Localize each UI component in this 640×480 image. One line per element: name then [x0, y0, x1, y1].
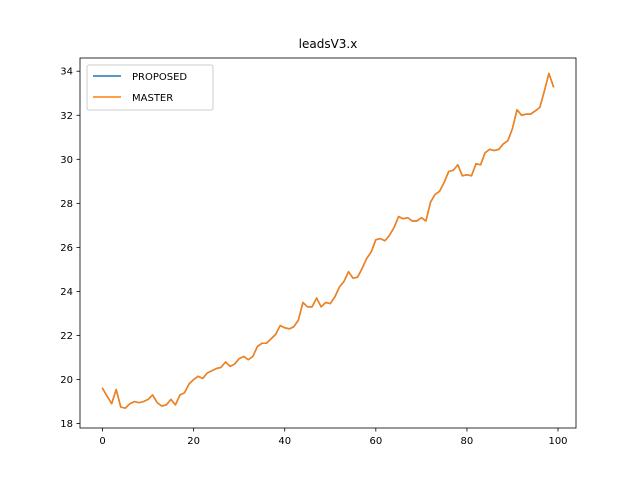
series-line-master: [101, 72, 555, 409]
legend-label-master: MASTER: [132, 93, 173, 104]
y-tick-label: 18: [60, 419, 73, 430]
x-tick-label: 20: [187, 436, 200, 447]
plot-lines: [101, 72, 555, 409]
y-tick-label: 28: [60, 199, 73, 210]
legend: PROPOSED MASTER: [86, 64, 214, 111]
y-tick-label: 20: [60, 375, 73, 386]
y-axis: 18 20 22 24 26 28 30 32 34: [60, 67, 80, 430]
plot-frame: [79, 57, 577, 429]
y-tick-label: 22: [60, 331, 73, 342]
chart-title: leadsV3.x: [299, 37, 358, 51]
x-axis: 0 20 40 60 80 100: [99, 428, 568, 447]
legend-label-proposed: PROPOSED: [132, 72, 187, 83]
y-tick-label: 30: [60, 155, 73, 166]
x-tick-label: 0: [99, 436, 105, 447]
x-tick-label: 80: [461, 436, 474, 447]
y-tick-label: 24: [60, 287, 73, 298]
y-tick-label: 34: [60, 67, 73, 78]
x-tick-label: 100: [548, 436, 567, 447]
x-tick-label: 40: [278, 436, 291, 447]
x-tick-label: 60: [369, 436, 382, 447]
y-tick-label: 26: [60, 243, 73, 254]
y-tick-label: 32: [60, 111, 73, 122]
